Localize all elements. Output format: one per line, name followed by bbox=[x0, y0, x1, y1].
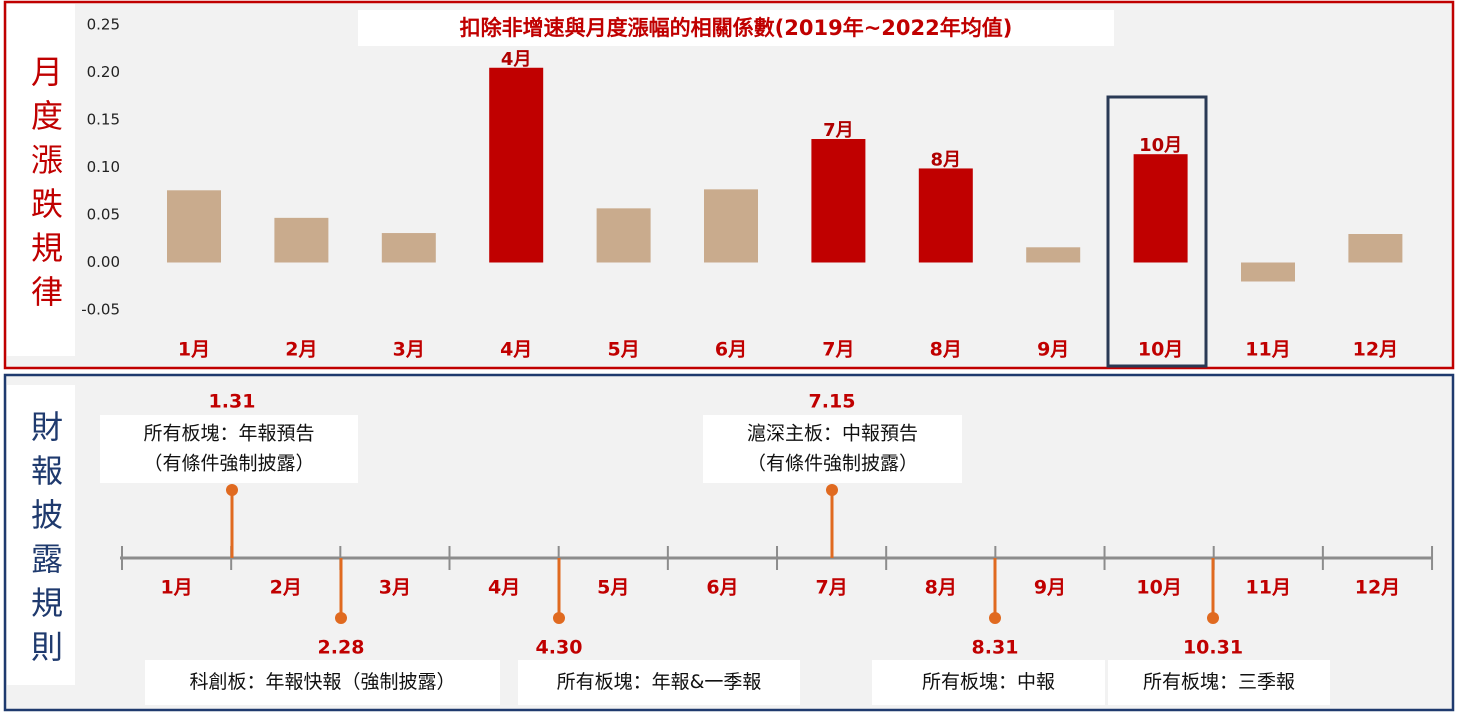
x-tick-label: 1月 bbox=[178, 339, 210, 361]
month-label: 6月 bbox=[706, 577, 738, 599]
x-tick-label: 3月 bbox=[393, 339, 425, 361]
x-tick-label: 6月 bbox=[715, 339, 747, 361]
event-text: 所有板塊：中報 bbox=[922, 671, 1055, 693]
bar bbox=[596, 208, 651, 263]
event-date: 7.15 bbox=[809, 391, 856, 413]
event-box bbox=[1108, 660, 1330, 705]
bar bbox=[1241, 262, 1295, 282]
chart-title: 扣除非增速與月度漲幅的相關係數(2019年~2022年均值) bbox=[460, 16, 1013, 40]
x-tick-label: 7月 bbox=[822, 339, 854, 361]
month-label: 11月 bbox=[1246, 577, 1291, 599]
bar bbox=[704, 189, 758, 263]
bar bbox=[1348, 234, 1403, 263]
bar-label: 4月 bbox=[501, 49, 532, 70]
bar bbox=[1026, 247, 1081, 263]
event-dot bbox=[335, 612, 347, 624]
month-label: 8月 bbox=[925, 577, 957, 599]
y-tick-label: 0.20 bbox=[87, 63, 120, 81]
bar bbox=[918, 168, 973, 263]
title-bg bbox=[358, 10, 1114, 46]
event-date: 10.31 bbox=[1183, 637, 1243, 659]
bar bbox=[167, 190, 221, 263]
event-box bbox=[703, 415, 962, 483]
event-dot bbox=[1207, 612, 1219, 624]
bar-label: 10月 bbox=[1139, 135, 1182, 156]
bar-label: 7月 bbox=[823, 120, 854, 141]
y-tick-label: 0.05 bbox=[87, 206, 120, 224]
event-dot bbox=[553, 612, 565, 624]
y-tick-label: 0.25 bbox=[87, 16, 120, 34]
x-tick-label: 4月 bbox=[500, 339, 532, 361]
month-label: 12月 bbox=[1355, 577, 1400, 599]
month-label: 5月 bbox=[597, 577, 629, 599]
highlight-box bbox=[1106, 95, 1208, 368]
y-tick-label: 0.00 bbox=[87, 253, 120, 271]
event-text: 所有板塊：三季報 bbox=[1143, 671, 1295, 693]
x-tick-label: 9月 bbox=[1037, 339, 1069, 361]
bar bbox=[489, 67, 544, 263]
event-text: 滬深主板：中報預告 bbox=[747, 423, 918, 445]
event-dot bbox=[226, 484, 238, 496]
x-tick-label: 2月 bbox=[285, 339, 317, 361]
month-label: 2月 bbox=[270, 577, 302, 599]
x-tick-label: 8月 bbox=[930, 339, 962, 361]
month-label: 9月 bbox=[1034, 577, 1066, 599]
bar-label: 8月 bbox=[931, 149, 962, 170]
month-label: 4月 bbox=[488, 577, 520, 599]
timeline-label: 財報披露規則 bbox=[22, 410, 68, 674]
event-text: （有條件強制披露） bbox=[747, 453, 918, 475]
event-dot bbox=[989, 612, 1001, 624]
bar bbox=[274, 217, 329, 263]
y-tick-label: -0.05 bbox=[81, 301, 120, 319]
bar bbox=[1133, 154, 1188, 263]
top-panel bbox=[3, 0, 1455, 370]
event-date: 1.31 bbox=[209, 391, 256, 413]
event-box bbox=[872, 660, 1105, 705]
event-dot bbox=[826, 484, 838, 496]
event-date: 2.28 bbox=[318, 637, 365, 659]
event-date: 8.31 bbox=[972, 637, 1019, 659]
event-box bbox=[100, 415, 358, 483]
event-text: 科創板：年報快報（強制披露） bbox=[189, 671, 455, 693]
month-label: 3月 bbox=[379, 577, 411, 599]
event-box bbox=[518, 660, 800, 705]
month-label: 7月 bbox=[815, 577, 847, 599]
event-date: 4.30 bbox=[536, 637, 583, 659]
event-text: 所有板塊：年報&一季報 bbox=[557, 671, 762, 693]
x-tick-label: 11月 bbox=[1245, 339, 1290, 361]
x-tick-label: 12月 bbox=[1353, 339, 1398, 361]
y-axis-label: 月度漲跌規律 bbox=[22, 55, 68, 319]
bar bbox=[381, 233, 436, 263]
y-tick-label: 0.10 bbox=[87, 158, 120, 176]
x-tick-label: 10月 bbox=[1138, 339, 1183, 361]
event-box bbox=[145, 660, 500, 705]
month-label: 10月 bbox=[1136, 577, 1181, 599]
bar bbox=[811, 139, 866, 263]
x-tick-label: 5月 bbox=[607, 339, 639, 361]
event-text: 所有板塊：年報預告 bbox=[143, 423, 314, 445]
month-label: 1月 bbox=[160, 577, 192, 599]
event-text: （有條件強制披露） bbox=[143, 453, 314, 475]
y-tick-label: 0.15 bbox=[87, 111, 120, 129]
